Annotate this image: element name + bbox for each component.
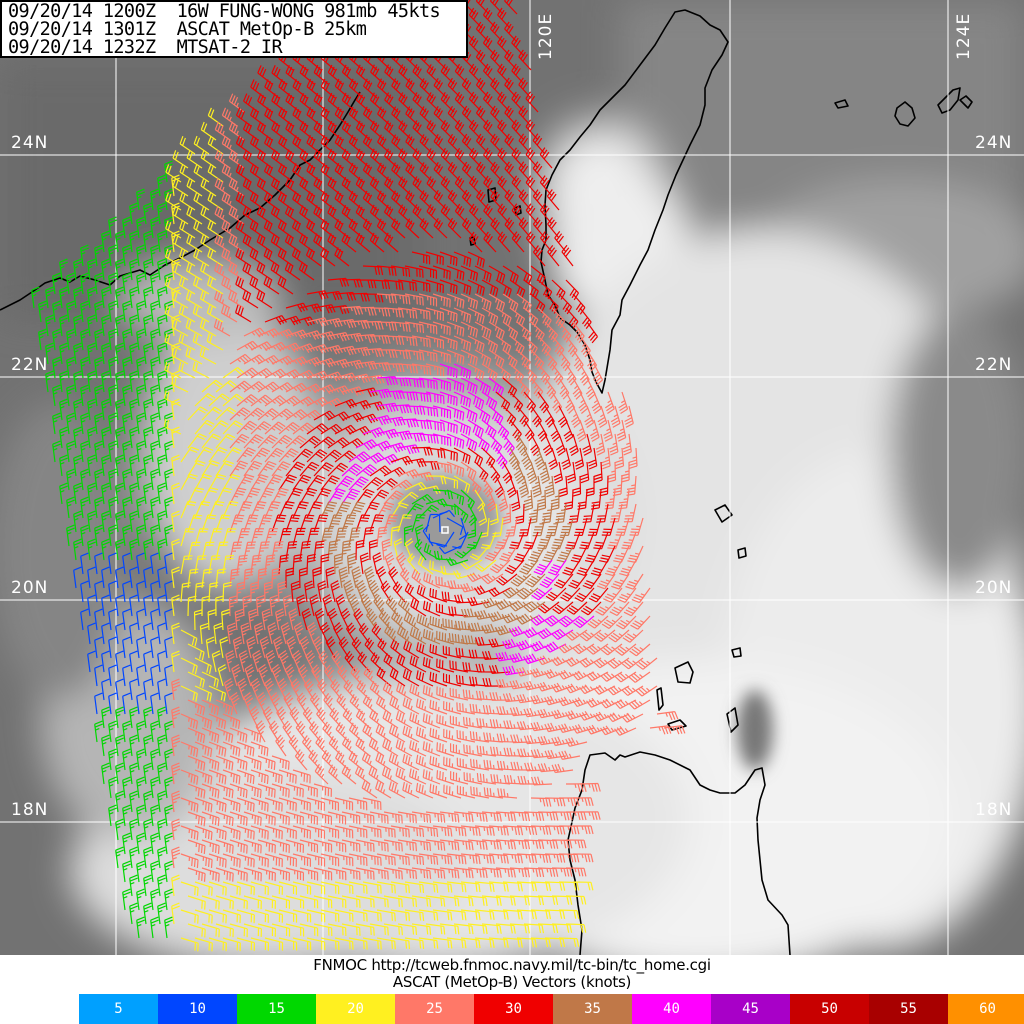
- legend-swatch-10: 10: [158, 994, 237, 1024]
- legend-swatch-45: 45: [711, 994, 790, 1024]
- legend-swatch-40: 40: [632, 994, 711, 1024]
- lat-label-22n-right: 22N: [975, 355, 1013, 375]
- ascat-wind-barbs: [31, 0, 686, 952]
- credit-text: FNMOC http://tcweb.fnmoc.navy.mil/tc-bin…: [313, 956, 711, 974]
- title-line-imagery: 09/20/14 1232Z MTSAT-2 IR: [8, 37, 283, 58]
- lat-label-24n-right: 24N: [975, 133, 1013, 153]
- lat-label-22n-left: 22N: [11, 355, 49, 375]
- lon-label-124e: 124E: [954, 12, 974, 60]
- lon-label-120e: 120E: [536, 12, 556, 60]
- lat-label-20n-left: 20N: [11, 578, 49, 598]
- legend-swatch-55: 55: [869, 994, 948, 1024]
- title-line-scatterometer: 09/20/14 1301Z ASCAT MetOp-B 25km: [8, 19, 367, 40]
- legend-swatch-25: 25: [395, 994, 474, 1024]
- title-line-storm: 09/20/14 1200Z 16W FUNG-WONG 981mb 45kts: [8, 1, 441, 22]
- legend-swatch-60: 60: [948, 994, 1024, 1024]
- legend-swatch-15: 15: [237, 994, 316, 1024]
- wind-speed-legend: 5 10 15 20 25 30 35 40 45 50 55 60: [79, 994, 1024, 1024]
- title-box: 09/20/14 1200Z 16W FUNG-WONG 981mb 45kts…: [0, 0, 468, 58]
- legend-swatch-5: 5: [79, 994, 158, 1024]
- lat-label-18n-left: 18N: [11, 800, 49, 820]
- legend-swatch-35: 35: [553, 994, 632, 1024]
- legend-swatch-20: 20: [316, 994, 395, 1024]
- storm-center-marker: [441, 526, 449, 534]
- legend-swatch-50: 50: [790, 994, 869, 1024]
- legend-swatch-30: 30: [474, 994, 553, 1024]
- legend-title: ASCAT (MetOp-B) Vectors (knots): [392, 973, 632, 991]
- satellite-map: 09/20/14 1200Z 16W FUNG-WONG 981mb 45kts…: [0, 0, 1024, 955]
- lat-label-20n-right: 20N: [975, 578, 1013, 598]
- luzon-coastline: [567, 751, 791, 955]
- lat-label-24n-left: 24N: [11, 133, 49, 153]
- lat-label-18n-right: 18N: [975, 800, 1013, 820]
